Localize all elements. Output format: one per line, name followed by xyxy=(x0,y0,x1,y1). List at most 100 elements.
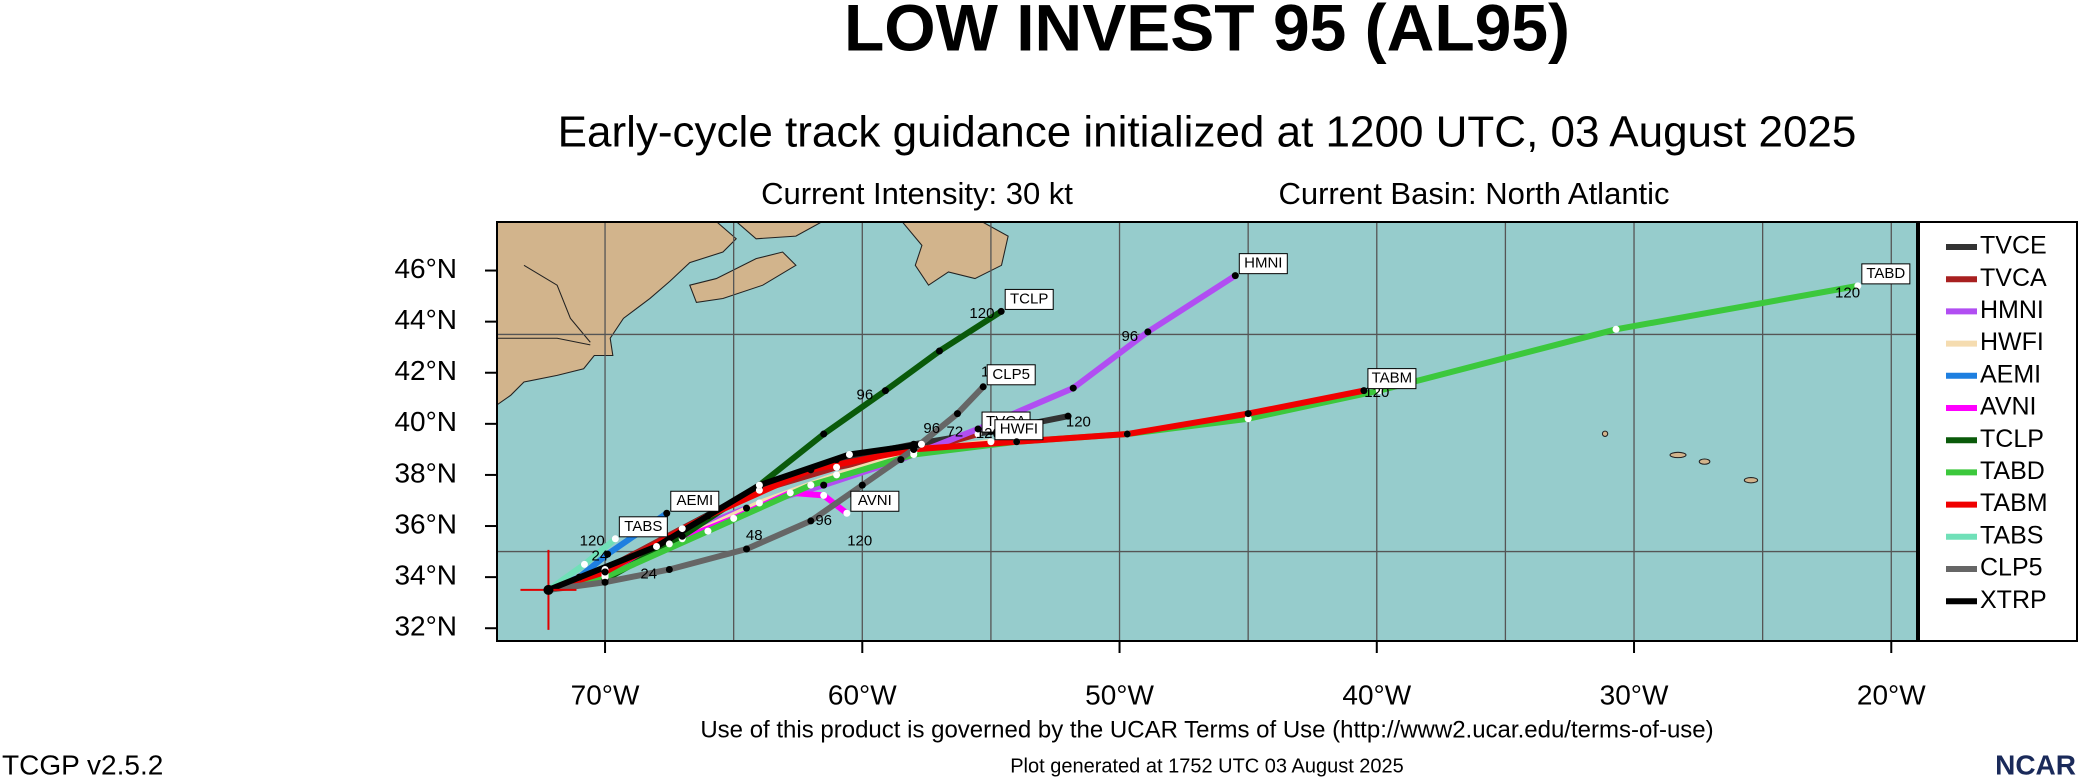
end-label: AEMI xyxy=(676,492,713,509)
x-tick-label: 50°W xyxy=(1085,679,1154,710)
track-end-label: CLP5 xyxy=(986,364,1036,386)
logo: NCAR xyxy=(1995,749,2076,780)
track-point xyxy=(807,481,815,489)
hour-label: 24 xyxy=(592,548,609,565)
hour-label: 96 xyxy=(923,420,940,437)
track-point xyxy=(974,430,982,438)
track-point xyxy=(663,509,671,517)
version: TCGP v2.5.2 xyxy=(2,749,163,780)
x-tick-label: 20°W xyxy=(1857,679,1926,710)
track-point xyxy=(858,481,866,489)
track-point xyxy=(786,489,794,497)
track-point xyxy=(897,456,905,464)
end-label: TABS xyxy=(624,518,662,535)
track-point xyxy=(910,440,918,448)
track-point xyxy=(987,438,995,446)
track-point xyxy=(910,450,918,458)
legend-label: HWFI xyxy=(1980,328,2044,356)
legend-label: TVCA xyxy=(1980,264,2047,292)
y-tick-label: 46°N xyxy=(394,253,457,284)
track-point xyxy=(743,545,751,553)
legend-label: TABM xyxy=(1980,489,2048,517)
track-point xyxy=(755,486,763,494)
intensity: Current Intensity: 30 kt xyxy=(761,176,1073,211)
track-end-label: TCLP xyxy=(1004,288,1054,310)
track-point xyxy=(704,527,712,535)
track-point xyxy=(601,568,609,576)
hour-label: 120 xyxy=(1835,285,1860,302)
end-label: TABM xyxy=(1372,370,1413,387)
track-point xyxy=(1064,412,1072,420)
basin: Current Basin: North Atlantic xyxy=(1278,176,1669,211)
track-point xyxy=(917,440,925,448)
end-label: HWFI xyxy=(1000,421,1038,438)
track-point xyxy=(704,512,712,520)
hour-label: 96 xyxy=(857,387,874,404)
track-point xyxy=(755,499,763,507)
legend-label: TABS xyxy=(1980,521,2043,549)
end-label: TCLP xyxy=(1010,290,1048,307)
y-tick-label: 36°N xyxy=(394,508,457,539)
track-point xyxy=(575,573,583,581)
track-point xyxy=(881,387,889,395)
x-tick-label: 30°W xyxy=(1600,679,1669,710)
track-point xyxy=(665,565,673,573)
track-point xyxy=(1123,430,1131,438)
track-point xyxy=(678,532,686,540)
track-point xyxy=(1612,325,1620,333)
track-point xyxy=(953,410,961,418)
track-end-label: TABD xyxy=(1861,263,1911,285)
track-point xyxy=(1231,272,1239,280)
track-point xyxy=(580,560,588,568)
y-tick-label: 44°N xyxy=(394,304,457,335)
track-end-label: TABS xyxy=(618,516,668,538)
legend-label: XTRP xyxy=(1980,586,2047,614)
track-point xyxy=(820,481,828,489)
end-label-box xyxy=(1004,288,1054,310)
y-tick-label: 34°N xyxy=(394,560,457,591)
track-point xyxy=(652,542,660,550)
hour-label: 48 xyxy=(746,527,763,544)
land xyxy=(497,222,1759,484)
track-point xyxy=(604,550,612,558)
track-point xyxy=(997,307,1005,315)
track-point xyxy=(1144,328,1152,336)
track-point xyxy=(601,578,609,586)
hour-label: 120 xyxy=(847,532,872,549)
end-label: AVNI xyxy=(858,492,892,509)
track-end-label: TABM xyxy=(1367,368,1417,390)
hour-label: 120 xyxy=(580,532,605,549)
y-tick-label: 32°N xyxy=(394,611,457,642)
legend-label: AVNI xyxy=(1980,393,2037,421)
chart-title: LOW INVEST 95 (AL95) xyxy=(844,0,1570,64)
track-point xyxy=(979,383,987,391)
track-point xyxy=(1244,410,1252,418)
track-end-label: HMNI xyxy=(1238,253,1288,275)
legend-label: TCLP xyxy=(1980,425,2044,453)
track-point xyxy=(833,456,841,464)
track-point xyxy=(1244,415,1252,423)
end-label-box xyxy=(1367,368,1417,390)
end-label-box xyxy=(670,490,720,512)
track-point xyxy=(833,471,841,479)
track-point xyxy=(1854,282,1862,290)
x-tick-label: 70°W xyxy=(571,679,640,710)
track-point xyxy=(974,425,982,433)
end-label-box xyxy=(1238,253,1288,275)
end-label-box xyxy=(1861,263,1911,285)
y-tick-label: 38°N xyxy=(394,457,457,488)
terms: Use of this product is governed by the U… xyxy=(700,716,1713,743)
track-point xyxy=(845,450,853,458)
track-point xyxy=(820,491,828,499)
track-point xyxy=(935,347,943,355)
track-point xyxy=(910,445,918,453)
track-point xyxy=(665,540,673,548)
x-tick-label: 40°W xyxy=(1342,679,1411,710)
end-label: HMNI xyxy=(1244,255,1282,272)
track-point xyxy=(1069,384,1077,392)
track-point xyxy=(807,517,815,525)
y-tick-label: 40°N xyxy=(394,406,457,437)
chart-subtitle: Early-cycle track guidance initialized a… xyxy=(558,108,1857,157)
y-tick-label: 42°N xyxy=(394,355,457,386)
